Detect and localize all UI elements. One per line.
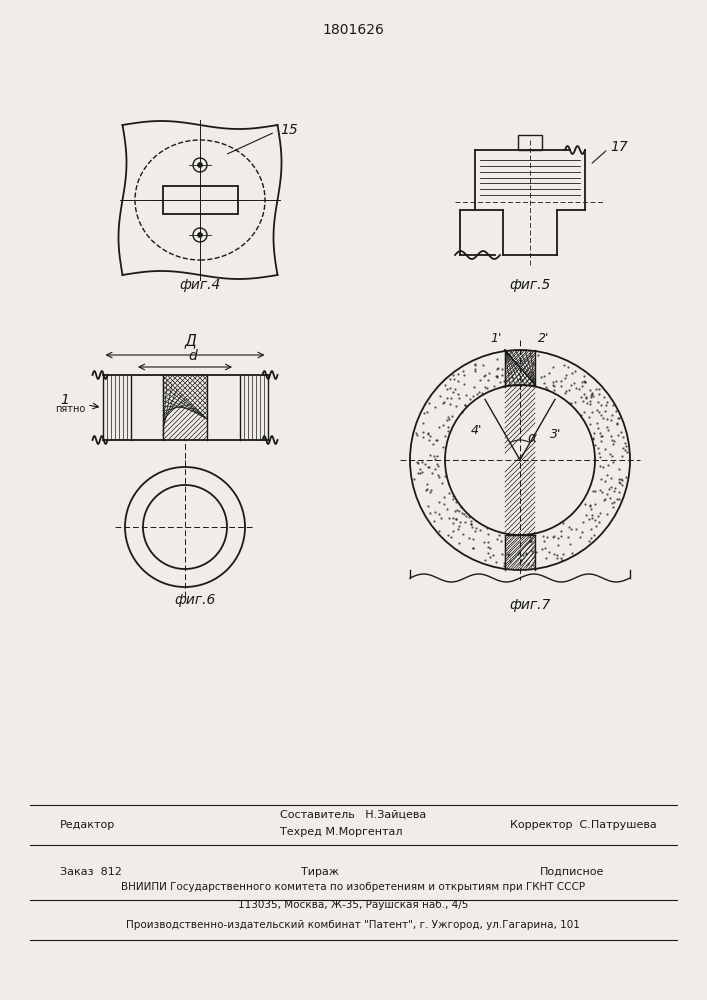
Text: 3': 3' [550, 428, 561, 442]
Text: пятно: пятно [55, 404, 86, 414]
Text: d: d [189, 349, 197, 363]
Circle shape [197, 232, 202, 237]
Text: 1801626: 1801626 [322, 23, 384, 37]
Text: фиг.4: фиг.4 [180, 278, 221, 292]
Text: 1: 1 [60, 393, 69, 407]
Text: ВНИИПИ Государственного комитета по изобретениям и открытиям при ГКНТ СССР: ВНИИПИ Государственного комитета по изоб… [121, 882, 585, 892]
Text: Заказ  812: Заказ 812 [60, 867, 122, 877]
Circle shape [445, 385, 595, 535]
Bar [163, 186, 238, 214]
Text: 2': 2' [538, 332, 549, 345]
Text: Тираж: Тираж [301, 867, 339, 877]
Text: Д: Д [184, 333, 196, 348]
Text: 15: 15 [280, 123, 298, 137]
Text: Техред М.Моргентал: Техред М.Моргентал [280, 827, 402, 837]
Text: 4': 4' [471, 424, 482, 436]
Text: Корректор  С.Патрушева: Корректор С.Патрушева [510, 820, 657, 830]
Text: фиг.7: фиг.7 [509, 598, 551, 612]
Text: α: α [528, 431, 537, 445]
Text: 113035, Москва, Ж-35, Раушская наб., 4/5: 113035, Москва, Ж-35, Раушская наб., 4/5 [238, 900, 468, 910]
Text: 1': 1' [491, 332, 502, 345]
Text: Подписное: Подписное [540, 867, 604, 877]
Text: Производственно-издательский комбинат "Патент", г. Ужгород, ул.Гагарина, 101: Производственно-издательский комбинат "П… [126, 920, 580, 930]
Circle shape [197, 162, 202, 167]
Text: фиг.6: фиг.6 [175, 593, 216, 607]
Bar [518, 135, 542, 150]
Text: Составитель   Н.Зайцева: Составитель Н.Зайцева [280, 810, 426, 820]
Text: Редактор: Редактор [60, 820, 115, 830]
Text: фиг.5: фиг.5 [509, 278, 551, 292]
Text: 17: 17 [610, 140, 628, 154]
